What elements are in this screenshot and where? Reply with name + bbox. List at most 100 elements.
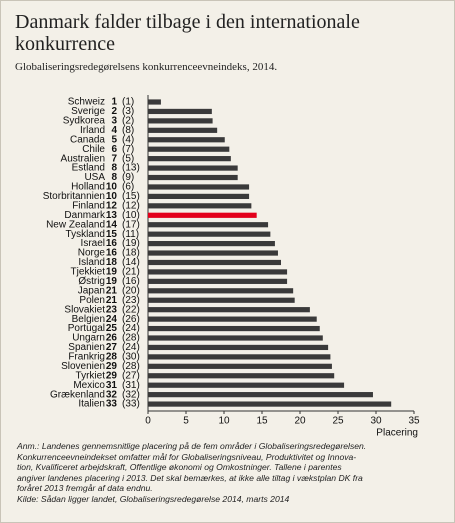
category-label: Sverige	[71, 106, 105, 117]
rank-label: 29	[106, 361, 118, 372]
previous-rank-label: (31)	[122, 380, 140, 391]
category-label: Tyskland	[66, 229, 105, 240]
category-label: Portugal	[68, 323, 105, 334]
previous-rank-label: (23)	[122, 295, 140, 306]
previous-rank-label: (7)	[122, 144, 134, 155]
bar	[148, 165, 238, 171]
notes: Anm.: Landenes gennemsnitlige placering …	[17, 441, 442, 505]
chart-title: Danmark falder tilbage i den internation…	[15, 11, 360, 55]
category-label: Finland	[72, 200, 105, 211]
bar	[148, 401, 392, 407]
previous-rank-label: (17)	[122, 219, 140, 230]
category-label: New Zealand	[46, 219, 105, 230]
rank-label: 13	[106, 210, 118, 221]
bar	[148, 259, 281, 266]
previous-rank-label: (3)	[122, 106, 134, 117]
previous-rank-label: (8)	[122, 125, 134, 136]
note-line: tion, Kvalificeret arbejdskraft, Offentl…	[17, 462, 342, 473]
rank-label: 19	[106, 267, 118, 278]
rank-label: 3	[111, 116, 117, 127]
previous-rank-label: (26)	[122, 314, 140, 325]
category-label: Norge	[78, 248, 106, 259]
bar	[148, 156, 231, 162]
chart-subtitle: Globaliseringsredegørelsens konkurrencee…	[15, 61, 278, 73]
bar	[148, 127, 218, 133]
rank-label: 12	[106, 200, 118, 211]
rank-label: 18	[106, 257, 118, 268]
previous-rank-label: (12)	[122, 200, 140, 211]
category-label: Schweiz	[68, 97, 105, 108]
rank-label: 6	[111, 144, 117, 155]
previous-rank-label: (10)	[122, 210, 140, 221]
previous-rank-label: (28)	[122, 333, 140, 344]
bar	[148, 335, 323, 341]
category-label: Canada	[70, 134, 105, 145]
bar	[148, 344, 329, 351]
category-label: Ungarn	[72, 333, 105, 344]
category-label: Sydkorea	[63, 116, 106, 127]
category-label: Østrig	[78, 276, 105, 287]
bar	[148, 203, 252, 209]
previous-rank-label: (5)	[122, 153, 134, 164]
bar	[148, 316, 317, 322]
previous-rank-label: (24)	[122, 342, 140, 353]
rank-label: 2	[111, 106, 117, 117]
bar	[148, 184, 250, 190]
x-tick-label: 5	[183, 416, 189, 427]
rank-label: 7	[111, 153, 117, 164]
bar	[148, 278, 288, 284]
bar	[148, 222, 269, 228]
category-label: Danmark	[64, 210, 106, 221]
rank-label: 24	[106, 314, 118, 325]
category-label: Holland	[71, 182, 105, 193]
rank-label: 31	[106, 380, 118, 391]
rank-label: 4	[111, 125, 117, 136]
rank-label: 28	[106, 352, 118, 363]
category-label: Storbritannien	[43, 191, 105, 202]
previous-rank-label: (32)	[122, 389, 140, 400]
previous-rank-label: (4)	[122, 134, 134, 145]
note-line: angiver landenes placering i 2013. Det s…	[17, 472, 363, 483]
previous-rank-label: (2)	[122, 116, 134, 127]
rank-label: 19	[106, 276, 118, 287]
bar	[148, 354, 331, 360]
x-tick-label: 10	[218, 416, 230, 427]
x-tick-label: 20	[294, 416, 306, 427]
bar	[148, 212, 257, 218]
rank-label: 16	[106, 248, 118, 259]
category-label: Irland	[80, 125, 105, 136]
rank-label: 5	[111, 134, 117, 145]
rank-label: 14	[106, 219, 118, 230]
previous-rank-label: (28)	[122, 361, 140, 372]
rank-label: 29	[106, 370, 118, 381]
x-tick-label: 15	[256, 416, 268, 427]
category-label: Polen	[79, 295, 105, 306]
category-label: Tjekkiet	[71, 267, 106, 278]
category-label: Grækenland	[50, 389, 105, 400]
previous-rank-label: (18)	[122, 248, 140, 259]
rank-label: 27	[106, 342, 118, 353]
category-label: Island	[78, 257, 105, 268]
category-label: Frankrig	[68, 352, 105, 363]
category-label: Australien	[61, 153, 105, 164]
rank-label: 25	[106, 323, 118, 334]
bar	[148, 325, 320, 332]
previous-rank-label: (11)	[122, 229, 139, 240]
category-label: Tyrkiet	[76, 370, 106, 381]
previous-rank-label: (13)	[122, 163, 140, 174]
previous-rank-label: (24)	[122, 323, 140, 334]
bar	[148, 108, 212, 115]
previous-rank-label: (27)	[122, 370, 140, 381]
rank-label: 1	[111, 97, 117, 108]
category-label: Italien	[78, 399, 105, 410]
previous-rank-label: (14)	[122, 257, 140, 268]
bar	[148, 146, 230, 152]
x-tick-label: 25	[332, 416, 344, 427]
rank-label: 23	[106, 304, 118, 315]
category-label: Mexico	[73, 380, 105, 391]
previous-rank-label: (33)	[122, 399, 140, 410]
previous-rank-label: (22)	[122, 304, 140, 315]
previous-rank-label: (20)	[122, 285, 140, 296]
